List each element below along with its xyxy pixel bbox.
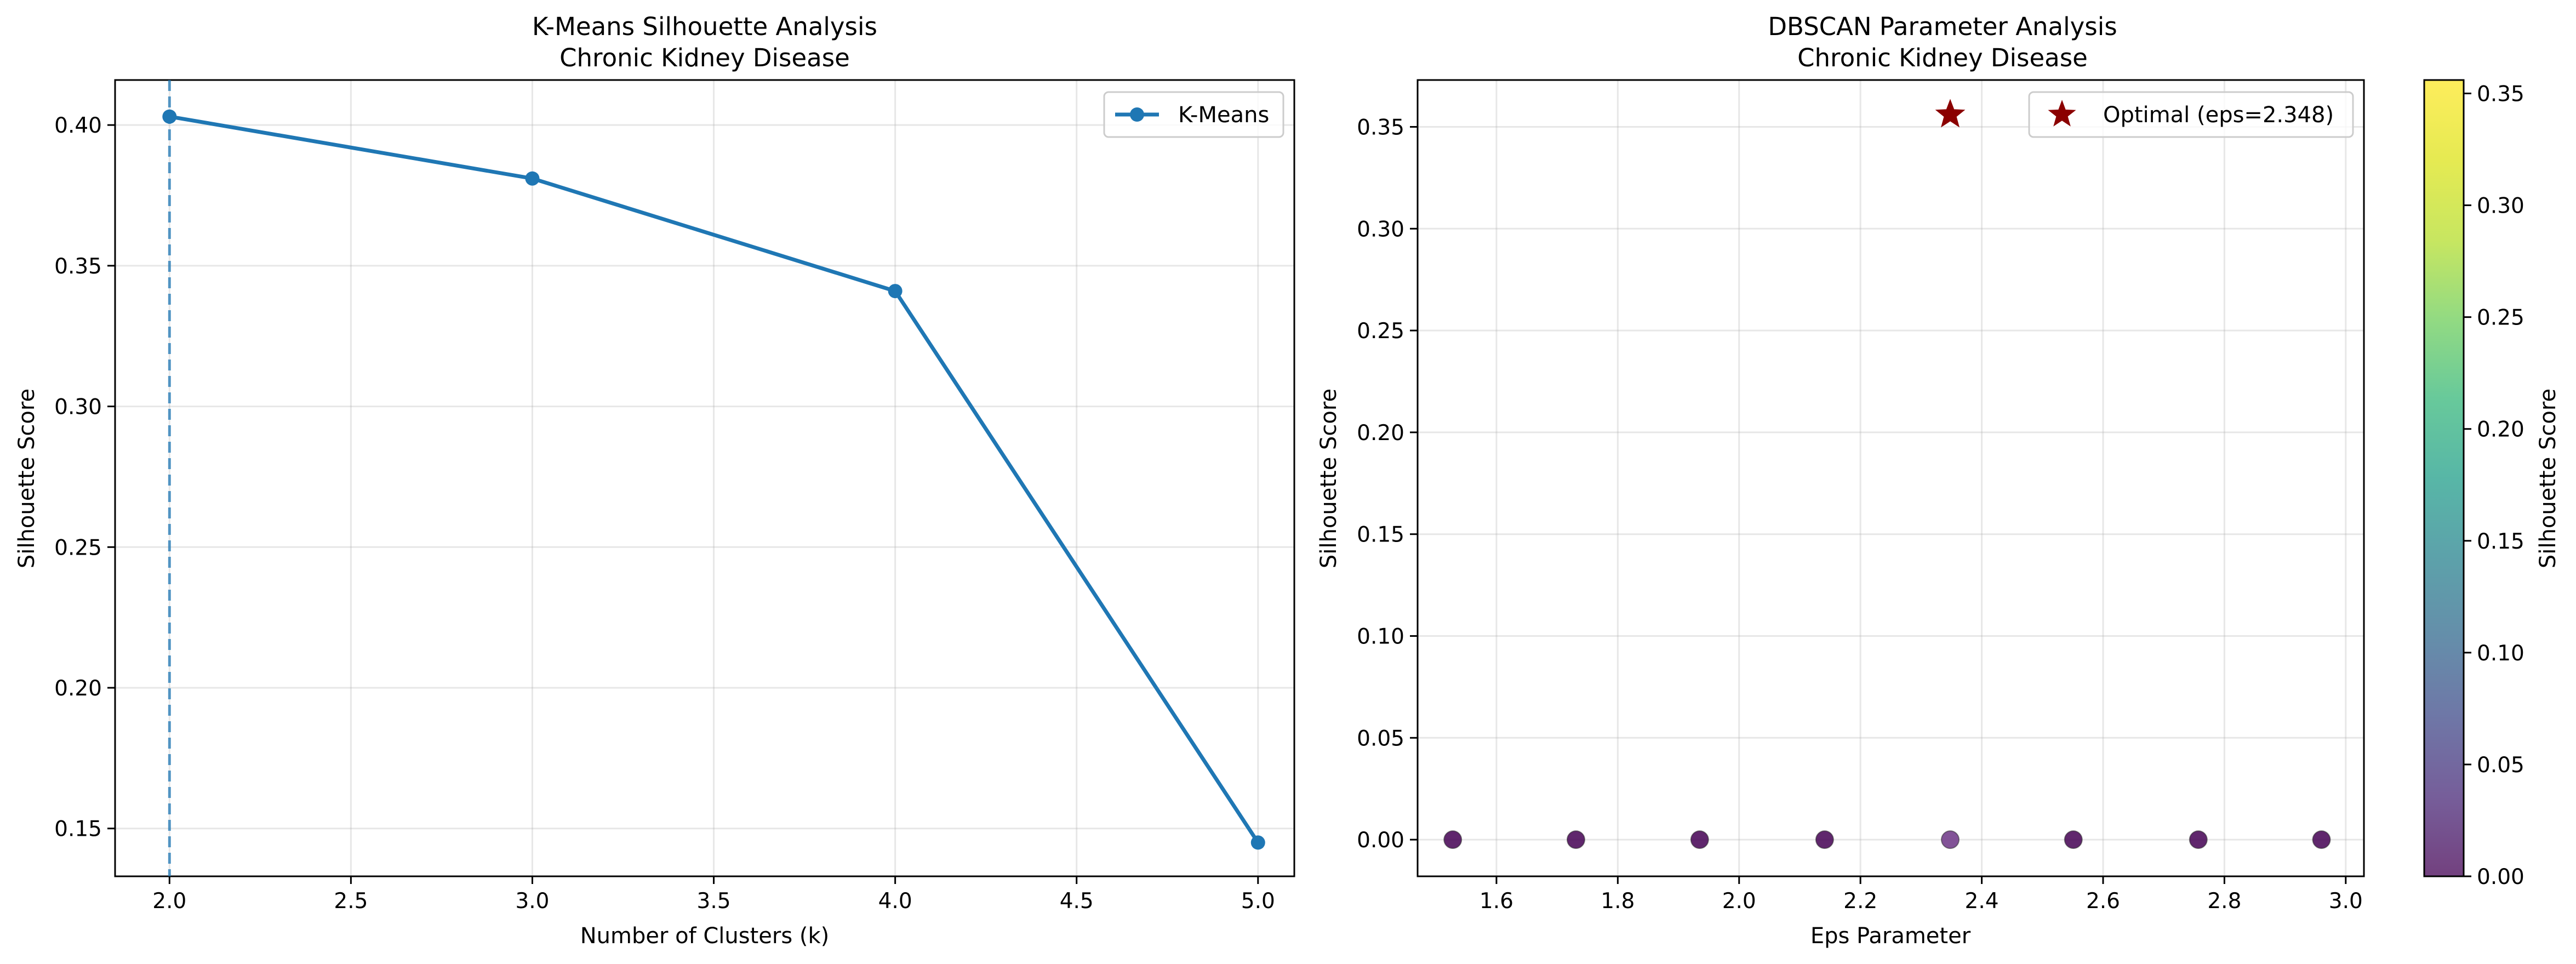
kmeans-y-tick-label: 0.35	[54, 254, 102, 279]
kmeans-title-line1: K-Means Silhouette Analysis	[532, 12, 877, 41]
kmeans-plot-frame	[114, 79, 1295, 877]
colorbar-label: Silhouette Score	[2535, 389, 2561, 568]
kmeans-y-tick-label: 0.15	[54, 817, 102, 842]
kmeans-x-label: Number of Clusters (k)	[580, 923, 830, 949]
kmeans-data-point	[888, 284, 903, 299]
kmeans-y-tick-label: 0.25	[54, 535, 102, 560]
dbscan-legend: Optimal (eps=2.348)	[2028, 91, 2354, 138]
dbscan-x-tick-label: 1.6	[1480, 889, 1513, 914]
kmeans-grid	[115, 80, 1294, 876]
kmeans-legend: K-Means	[1103, 91, 1284, 138]
dbscan-data-point	[1690, 830, 1709, 849]
dbscan-y-axis: 0.00 0.05 0.10 0.15 0.20 0.25 0.30 0.35	[1357, 115, 1418, 853]
kmeans-y-axis: 0.15 0.20 0.25 0.30 0.35 0.40	[54, 113, 115, 842]
kmeans-y-tick-label: 0.30	[54, 395, 102, 420]
dbscan-x-tick-label: 1.8	[1601, 889, 1635, 914]
dbscan-x-axis: 1.6 1.8 2.0 2.2 2.4 2.6 2.8 3.0	[1480, 876, 2363, 914]
dbscan-data-point	[1815, 830, 1834, 849]
kmeans-y-label: Silhouette Score	[14, 389, 39, 568]
dbscan-y-tick-label: 0.20	[1357, 421, 1404, 446]
kmeans-series-points	[162, 109, 1265, 850]
colorbar-tick-label: 0.10	[2477, 641, 2524, 666]
kmeans-x-tick-label: 3.5	[697, 889, 731, 914]
colorbar-ticks: 0.00 0.05 0.10 0.15 0.20 0.25 0.30 0.35	[2464, 82, 2524, 889]
dbscan-chart: DBSCAN Parameter Analysis Chronic Kidney…	[1316, 12, 2561, 949]
kmeans-x-tick-label: 2.0	[152, 889, 186, 914]
dbscan-x-label: Eps Parameter	[1810, 923, 1971, 949]
dbscan-plot-frame	[1416, 79, 2365, 877]
dbscan-x-tick-label: 2.0	[1722, 889, 1756, 914]
dbscan-points	[1443, 830, 2331, 849]
dbscan-y-tick-label: 0.10	[1357, 624, 1404, 649]
dbscan-title-line1: DBSCAN Parameter Analysis	[1768, 12, 2117, 41]
dbscan-y-tick-label: 0.35	[1357, 115, 1404, 140]
kmeans-x-tick-label: 3.0	[515, 889, 549, 914]
colorbar-gradient	[2424, 80, 2464, 876]
dbscan-y-tick-label: 0.30	[1357, 217, 1404, 242]
dbscan-data-point	[2189, 830, 2208, 849]
dbscan-legend-box	[2028, 91, 2354, 138]
dbscan-legend-star-marker	[2048, 100, 2076, 127]
colorbar-tick-label: 0.30	[2477, 194, 2524, 219]
dbscan-data-point	[1940, 830, 1960, 849]
kmeans-x-tick-label: 5.0	[1241, 889, 1275, 914]
colorbar-tick-label: 0.35	[2477, 82, 2524, 106]
kmeans-data-point	[162, 109, 177, 124]
kmeans-legend-label: K-Means	[1178, 102, 1269, 128]
kmeans-data-point	[525, 171, 540, 186]
dbscan-x-tick-label: 2.4	[1965, 889, 1999, 914]
dbscan-data-point	[2064, 830, 2083, 849]
kmeans-x-axis: 2.0 2.5 3.0 3.5 4.0 4.5 5.0	[152, 876, 1275, 914]
colorbar-tick-label: 0.20	[2477, 418, 2524, 442]
dbscan-y-tick-label: 0.25	[1357, 319, 1404, 344]
kmeans-x-tick-label: 2.5	[334, 889, 368, 914]
kmeans-legend-dot-marker	[1130, 107, 1144, 122]
dbscan-x-tick-label: 3.0	[2329, 889, 2363, 914]
dbscan-optimal-star	[1935, 99, 1966, 128]
colorbar-tick-label: 0.15	[2477, 529, 2524, 554]
kmeans-legend-box	[1103, 91, 1284, 138]
dbscan-data-point	[1566, 830, 1585, 849]
dbscan-data-point	[2312, 830, 2331, 849]
dbscan-y-label: Silhouette Score	[1316, 389, 1341, 568]
colorbar-tick-label: 0.25	[2477, 306, 2524, 330]
dbscan-y-tick-label: 0.15	[1357, 523, 1404, 547]
kmeans-x-tick-label: 4.0	[878, 889, 912, 914]
kmeans-y-tick-label: 0.20	[54, 676, 102, 701]
dbscan-y-tick-label: 0.05	[1357, 726, 1404, 751]
kmeans-series-line	[169, 115, 1260, 844]
dbscan-grid	[1418, 80, 2364, 876]
colorbar-tick-label: 0.05	[2477, 753, 2524, 778]
dbscan-title-line2: Chronic Kidney Disease	[1797, 43, 2088, 72]
kmeans-y-tick-label: 0.40	[54, 113, 102, 138]
dbscan-data-point	[1443, 830, 1463, 849]
dbscan-x-tick-label: 2.6	[2086, 889, 2120, 914]
kmeans-data-point	[1250, 835, 1265, 850]
kmeans-x-tick-label: 4.5	[1060, 889, 1094, 914]
dbscan-legend-label: Optimal (eps=2.348)	[2103, 102, 2334, 128]
kmeans-chart: K-Means Silhouette Analysis Chronic Kidn…	[14, 12, 1295, 949]
colorbar-tick-label: 0.00	[2477, 865, 2524, 889]
colorbar-frame	[2423, 79, 2465, 877]
kmeans-title-line2: Chronic Kidney Disease	[559, 43, 850, 72]
dbscan-y-tick-label: 0.00	[1357, 828, 1404, 853]
dbscan-x-tick-label: 2.8	[2207, 889, 2241, 914]
dbscan-x-tick-label: 2.2	[1843, 889, 1877, 914]
